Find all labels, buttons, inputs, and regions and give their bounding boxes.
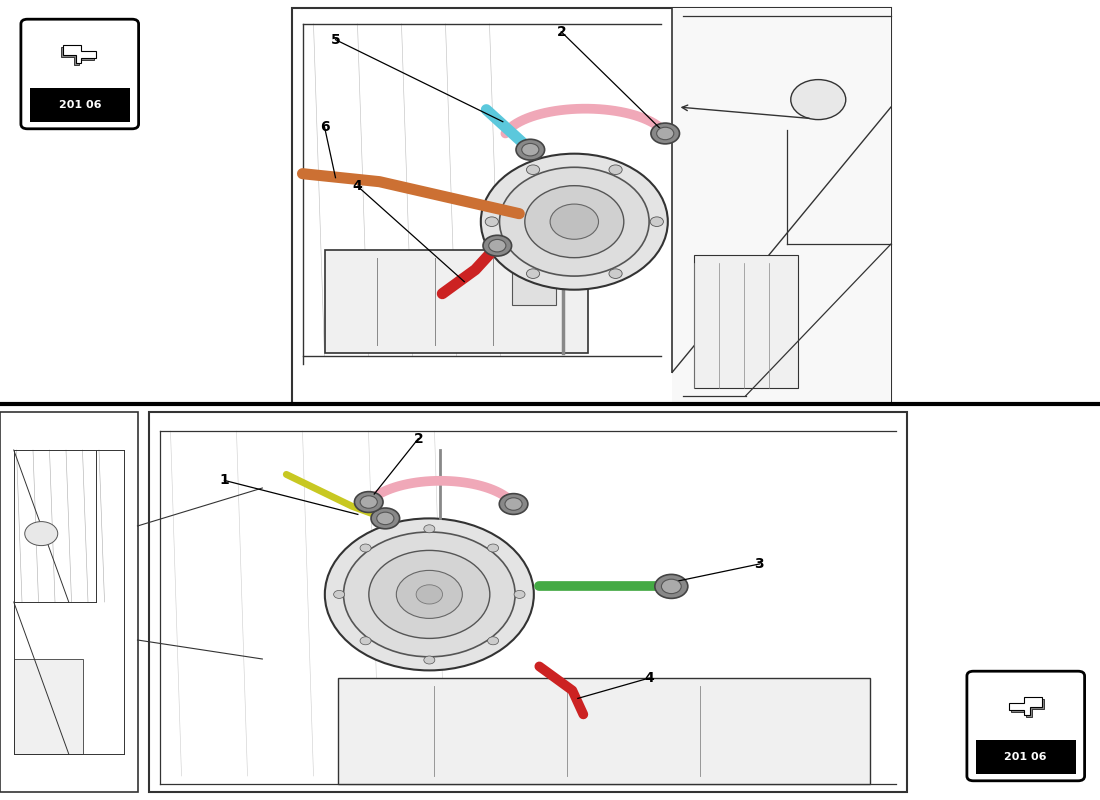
- Circle shape: [324, 518, 534, 670]
- Circle shape: [651, 123, 680, 144]
- Text: 2: 2: [414, 432, 424, 446]
- FancyBboxPatch shape: [21, 19, 139, 129]
- Circle shape: [521, 143, 539, 156]
- Bar: [339, 678, 869, 784]
- Circle shape: [654, 574, 688, 598]
- Circle shape: [360, 544, 371, 552]
- Circle shape: [376, 512, 394, 525]
- Polygon shape: [63, 45, 97, 63]
- Circle shape: [791, 80, 846, 119]
- Text: 1: 1: [220, 474, 229, 487]
- Bar: [148, 412, 907, 792]
- Circle shape: [657, 127, 674, 140]
- Circle shape: [24, 522, 57, 546]
- Circle shape: [487, 544, 498, 552]
- Bar: [292, 8, 891, 404]
- Circle shape: [514, 590, 525, 598]
- Circle shape: [368, 550, 490, 638]
- Circle shape: [371, 508, 399, 529]
- FancyBboxPatch shape: [967, 671, 1085, 781]
- Bar: [0, 412, 138, 792]
- Bar: [694, 255, 799, 388]
- Circle shape: [650, 217, 663, 226]
- Text: 201 06: 201 06: [58, 100, 101, 110]
- Circle shape: [424, 525, 434, 533]
- Text: 2: 2: [557, 25, 566, 38]
- Bar: [13, 659, 82, 754]
- Polygon shape: [60, 47, 95, 66]
- Text: 4: 4: [645, 671, 654, 685]
- Circle shape: [609, 269, 623, 278]
- Circle shape: [343, 532, 515, 657]
- Circle shape: [481, 154, 668, 290]
- Circle shape: [360, 637, 371, 645]
- Polygon shape: [1009, 697, 1043, 715]
- Circle shape: [485, 217, 498, 226]
- Text: lamborghini sinistri: lamborghini sinistri: [672, 178, 802, 238]
- Bar: [512, 257, 556, 305]
- Circle shape: [487, 637, 498, 645]
- Text: 6: 6: [320, 120, 329, 134]
- Circle shape: [333, 590, 344, 598]
- Circle shape: [483, 235, 512, 256]
- Circle shape: [354, 492, 383, 513]
- Bar: [976, 740, 1076, 774]
- Bar: [324, 250, 588, 353]
- Circle shape: [527, 269, 540, 278]
- Circle shape: [488, 239, 506, 252]
- Text: 5: 5: [331, 33, 340, 46]
- Circle shape: [550, 204, 598, 239]
- Text: 4: 4: [353, 179, 362, 194]
- Circle shape: [360, 496, 377, 508]
- Circle shape: [505, 498, 522, 510]
- Text: 3: 3: [755, 557, 764, 571]
- Text: a ZF parts.com service: a ZF parts.com service: [333, 555, 503, 629]
- Text: 201 06: 201 06: [1004, 752, 1047, 762]
- Circle shape: [661, 579, 681, 594]
- Polygon shape: [1011, 699, 1045, 718]
- Circle shape: [609, 165, 623, 174]
- Circle shape: [499, 494, 528, 514]
- Circle shape: [416, 585, 442, 604]
- Circle shape: [527, 165, 540, 174]
- Circle shape: [499, 167, 649, 276]
- Circle shape: [424, 656, 434, 664]
- Circle shape: [525, 186, 624, 258]
- Bar: [672, 8, 891, 404]
- Circle shape: [396, 570, 462, 618]
- Circle shape: [516, 139, 544, 160]
- Bar: [30, 88, 130, 122]
